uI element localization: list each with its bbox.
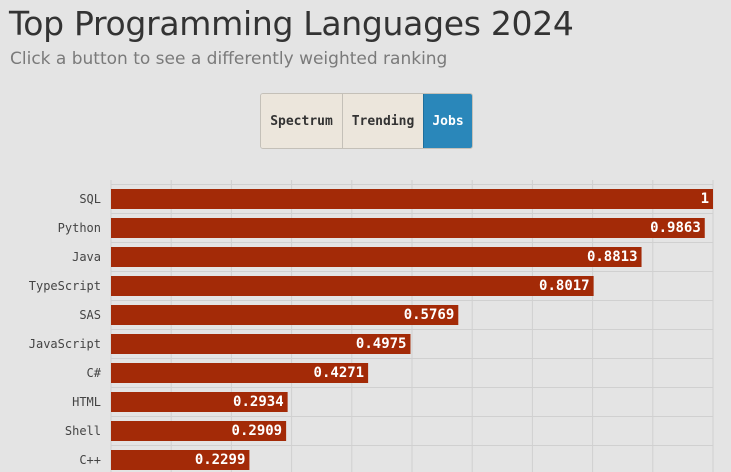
bar[interactable] [111,305,459,325]
category-label: TypeScript [29,279,101,293]
bar-value-label: 0.9863 [650,220,701,236]
bar-value-label: 0.2299 [195,452,246,468]
ranking-bar-chart: SQL 1 Python 0.9863 Java 0.8813 TypeScript 0.80… [29,180,714,472]
bar-value-label: 0.8017 [539,278,590,294]
bar[interactable] [111,450,250,470]
bar[interactable] [111,363,369,383]
trending-button[interactable]: Trending [342,94,423,148]
bar[interactable] [111,392,288,412]
bar-value-label: 1 [701,191,709,207]
bar-value-label: 0.4975 [356,336,407,352]
bar-value-label: 0.8813 [587,249,638,265]
category-label: Java [72,250,101,264]
category-label: HTML [72,395,101,409]
bar-value-label: 0.5769 [404,307,455,323]
category-label: C++ [79,453,101,467]
bar[interactable] [111,218,705,238]
page-title: Top Programming Languages 2024 [9,4,574,43]
category-label: SQL [79,192,101,206]
bar[interactable] [111,334,411,354]
bar[interactable] [111,247,642,267]
spectrum-button[interactable]: Spectrum [261,94,342,148]
bar[interactable] [111,276,594,296]
ranking-button-group: Spectrum Trending Jobs [260,93,473,149]
page-subtitle: Click a button to see a differently weig… [10,49,448,69]
bar[interactable] [111,421,287,441]
jobs-button[interactable]: Jobs [423,94,472,148]
bar-value-label: 0.4271 [314,365,365,381]
category-label: Shell [65,424,101,438]
category-label: JavaScript [29,337,101,351]
category-label: SAS [79,308,101,322]
bar-value-label: 0.2934 [233,394,284,410]
category-label: Python [58,221,101,235]
bar-value-label: 0.2909 [232,423,283,439]
bar[interactable] [111,189,713,209]
category-label: C# [87,366,102,380]
chart-bars: SQL 1 Python 0.9863 Java 0.8813 TypeScript 0.80… [29,189,713,470]
